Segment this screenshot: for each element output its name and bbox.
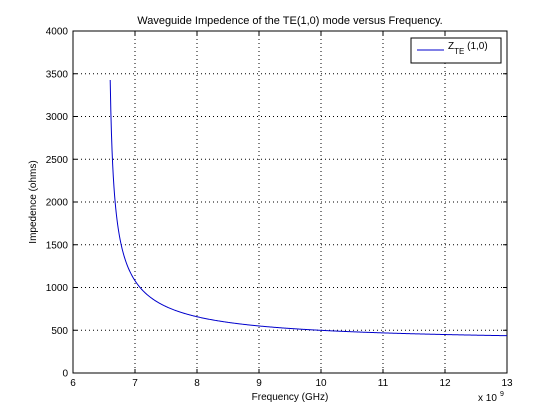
legend-label-main: Z xyxy=(448,41,454,52)
x-exponent-label: x 10 xyxy=(478,393,497,404)
x-exponent-power: 9 xyxy=(500,391,504,398)
x-tick-label: 13 xyxy=(501,378,513,389)
x-tick-labels: 6 7 8 9 10 11 12 13 xyxy=(70,378,513,389)
y-tick-label: 1500 xyxy=(46,240,69,251)
x-tick-label: 10 xyxy=(315,378,327,389)
y-tick-label: 3500 xyxy=(46,69,69,80)
x-tick-label: 6 xyxy=(70,378,76,389)
series-line-zte xyxy=(109,79,508,337)
x-tick-label: 9 xyxy=(256,378,262,389)
legend-label-sub: TE xyxy=(454,47,464,56)
chart-title: Waveguide Impedence of the TE(1,0) mode … xyxy=(137,15,443,27)
legend: ZTE (1,0) xyxy=(410,37,502,64)
y-tick-labels: 0 500 1000 1500 2000 2500 3000 3500 4000 xyxy=(46,27,69,380)
x-tick-label: 7 xyxy=(132,378,138,389)
y-tick-label: 2500 xyxy=(46,155,69,166)
y-tick-label: 0 xyxy=(62,369,68,380)
y-tick-label: 2000 xyxy=(46,198,69,209)
y-tick-label: 4000 xyxy=(46,27,69,38)
x-tick-label: 8 xyxy=(194,378,200,389)
y-tick-label: 3000 xyxy=(46,112,69,123)
x-tick-label: 11 xyxy=(378,378,389,389)
y-tick-label: 1000 xyxy=(46,283,69,294)
legend-label-rest: (1,0) xyxy=(464,41,487,52)
y-tick-label: 500 xyxy=(51,326,68,337)
y-axis-label: Impedence (ohms) xyxy=(28,160,39,243)
legend-label: ZTE (1,0) xyxy=(448,41,488,56)
x-axis-label: Frequency (GHz) xyxy=(252,392,329,403)
grid-lines xyxy=(73,31,507,373)
axis-ticks xyxy=(72,30,508,374)
x-tick-label: 12 xyxy=(439,378,451,389)
